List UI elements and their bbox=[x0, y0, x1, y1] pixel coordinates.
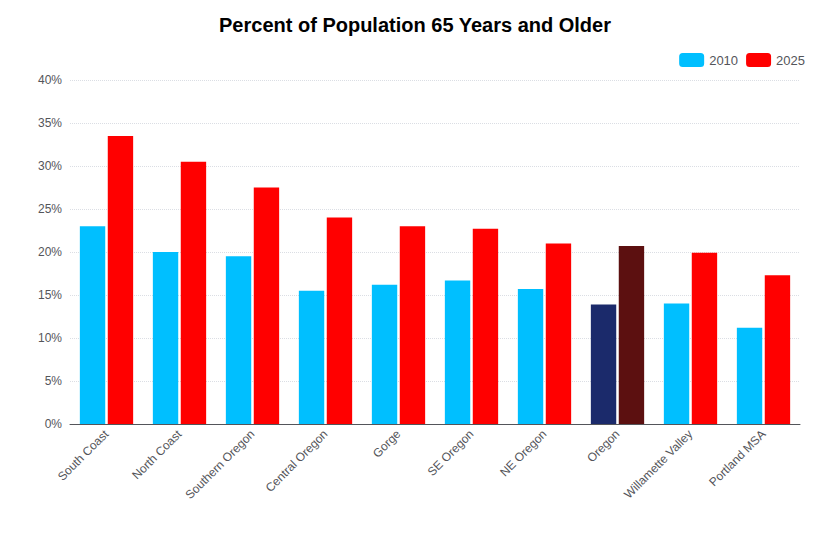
svg-text:10%: 10% bbox=[38, 331, 62, 345]
svg-text:Willamette Valley: Willamette Valley bbox=[621, 427, 695, 501]
svg-text:20%: 20% bbox=[38, 245, 62, 259]
svg-text:30%: 30% bbox=[38, 159, 62, 173]
svg-text:Percent of Population 65 Years: Percent of Population 65 Years and Older bbox=[219, 14, 611, 36]
svg-text:40%: 40% bbox=[38, 73, 62, 87]
svg-text:NE Oregon: NE Oregon bbox=[497, 427, 549, 479]
svg-text:15%: 15% bbox=[38, 288, 62, 302]
svg-text:35%: 35% bbox=[38, 116, 62, 130]
svg-text:Southern Oregon: Southern Oregon bbox=[183, 427, 258, 502]
svg-text:2025: 2025 bbox=[776, 53, 805, 68]
svg-text:Central Oregon: Central Oregon bbox=[263, 427, 331, 495]
svg-text:Portland MSA: Portland MSA bbox=[706, 427, 768, 489]
svg-text:Gorge: Gorge bbox=[370, 427, 404, 461]
svg-text:North Coast: North Coast bbox=[129, 427, 185, 483]
svg-text:5%: 5% bbox=[45, 374, 63, 388]
svg-text:South Coast: South Coast bbox=[55, 427, 112, 484]
svg-text:0%: 0% bbox=[45, 417, 63, 431]
svg-text:25%: 25% bbox=[38, 202, 62, 216]
svg-text:Oregon: Oregon bbox=[584, 427, 622, 465]
svg-text:2010: 2010 bbox=[709, 53, 738, 68]
svg-text:SE Oregon: SE Oregon bbox=[425, 427, 477, 479]
